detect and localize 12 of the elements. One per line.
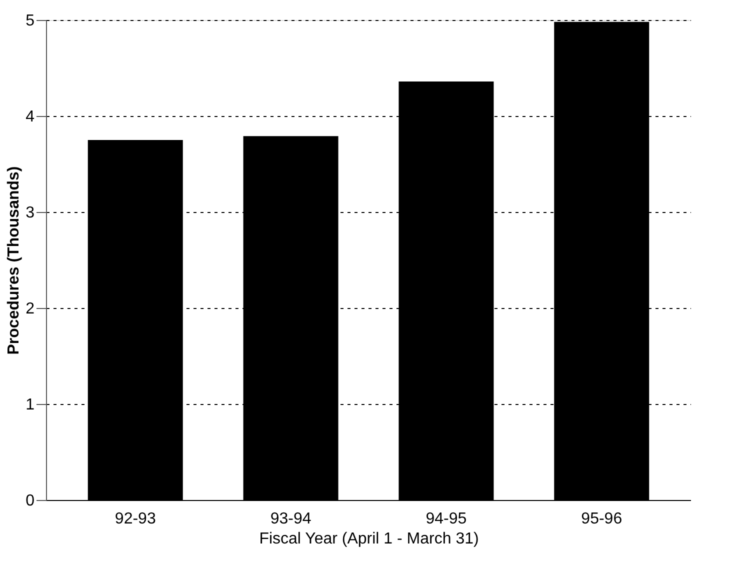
x-axis-title: Fiscal Year (April 1 - March 31) xyxy=(259,530,479,548)
x-tick-label: 93-94 xyxy=(270,510,312,528)
y-tick-label: 2 xyxy=(26,300,35,318)
y-tick-label: 5 xyxy=(26,12,35,30)
x-tick-label: 95-96 xyxy=(581,510,622,528)
y-tick-label: 3 xyxy=(26,204,35,222)
y-tick-label: 0 xyxy=(26,492,35,510)
y-tick-label: 1 xyxy=(26,396,35,414)
x-tick-label: 92-93 xyxy=(114,510,156,528)
y-tick-label: 4 xyxy=(26,108,35,126)
y-axis-title: Procedures (Thousands) xyxy=(6,166,23,355)
x-tick-label: 94-95 xyxy=(426,510,467,528)
